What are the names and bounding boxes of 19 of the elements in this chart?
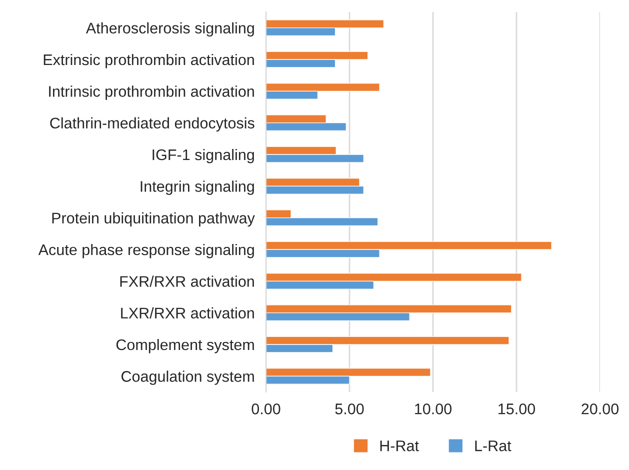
y-tick-label: Atherosclerosis signaling xyxy=(86,22,254,37)
y-tick-label: Acute phase response signaling xyxy=(38,244,254,258)
legend-label: L-Rat xyxy=(475,440,512,452)
y-tick-label: LXR/RXR activation xyxy=(121,307,254,319)
y-tick-label: Integrin signaling xyxy=(140,180,254,195)
y-tick-label: Intrinsic prothrombin activation xyxy=(49,86,254,100)
x-tick-label: 10.00 xyxy=(415,404,452,414)
y-tick-label: Extrinsic prothrombin activation xyxy=(44,54,254,68)
x-tick-label: 20.00 xyxy=(582,404,619,414)
y-tick-label: Clathrin-mediated endocytosis xyxy=(50,117,254,132)
y-tick-label: Coagulation system xyxy=(122,370,254,385)
y-tick-label: IGF-1 signaling xyxy=(152,148,254,164)
y-tick-label: FXR/RXR activation xyxy=(120,276,254,287)
y-tick-label: Protein ubiquitination pathway xyxy=(52,212,255,227)
x-tick-label: 15.00 xyxy=(498,404,536,414)
legend-label: H-Rat xyxy=(380,440,419,452)
y-tick-label: Complement system xyxy=(116,338,254,354)
x-tick-label: 0.00 xyxy=(252,404,280,414)
x-tick-label: 5.00 xyxy=(335,404,364,414)
